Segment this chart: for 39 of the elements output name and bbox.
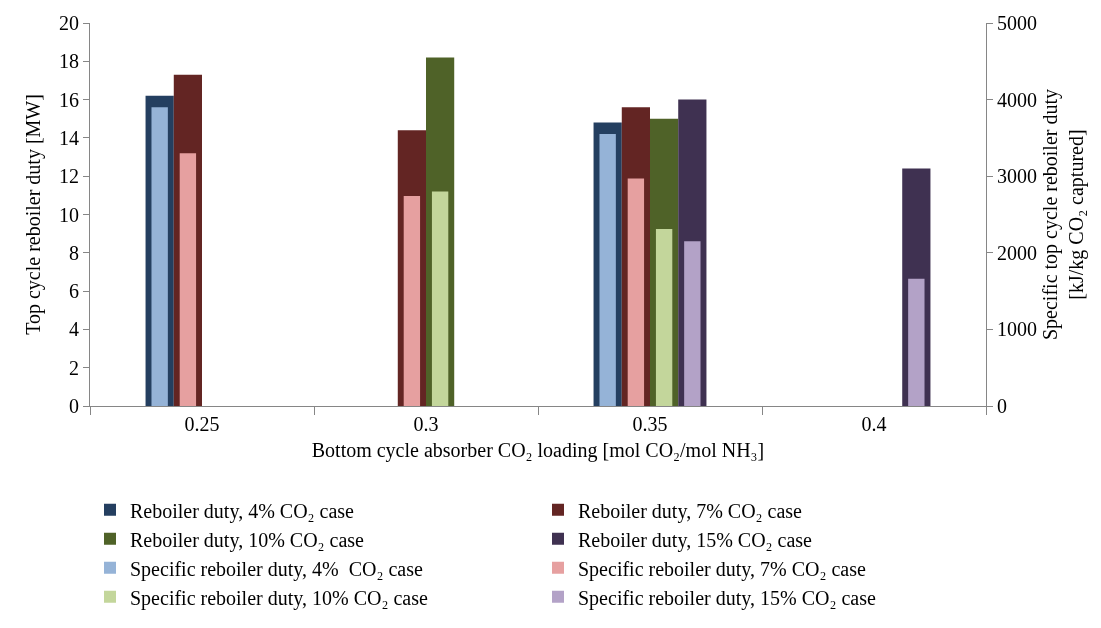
y2-tick-label: 0 (997, 395, 1007, 417)
bar (655, 229, 673, 406)
x-tick-label: 0.35 (632, 413, 668, 435)
y-tick-label: 20 (59, 12, 79, 34)
x-tick-label: 0.4 (861, 413, 887, 435)
legend-label: Specific reboiler duty, 4% CO₂ case (130, 557, 423, 581)
bar (684, 241, 701, 406)
y2-tick-label: 4000 (997, 88, 1037, 111)
legend-label: Reboiler duty, 4% CO₂ case (130, 499, 355, 523)
y-tick-label: 0 (69, 395, 79, 417)
bar (403, 196, 421, 406)
y2-tick-label: 3000 (997, 165, 1037, 188)
y-tick-label: 8 (69, 241, 79, 264)
legend-label: Reboiler duty, 7% CO₂ case (578, 499, 803, 523)
y-tick-label: 18 (59, 50, 79, 73)
y-tick-label: 14 (59, 126, 79, 149)
legend-label: Specific reboiler duty, 15% CO₂ case (578, 586, 876, 610)
bar (627, 178, 645, 406)
y2-tick-label: 1000 (997, 318, 1037, 341)
y-tick-label: 4 (69, 318, 79, 341)
legend-label: Reboiler duty, 10% CO₂ case (130, 528, 365, 552)
y-tick-label: 10 (59, 203, 79, 226)
y2-axis-title: Specific top cycle reboiler duty [kJ/kg CO₂ captured] (1039, 88, 1088, 341)
legend-label: Specific reboiler duty, 7% CO₂ case (578, 557, 866, 581)
y2-tick-label: 2000 (997, 241, 1037, 264)
bar (908, 278, 925, 406)
x-axis-title: Bottom cycle absorber CO₂ loading [mol CO₂/mol NH₃] (311, 438, 765, 462)
bar (179, 153, 197, 406)
x-tick-label: 0.3 (413, 413, 439, 435)
y-tick-label: 12 (59, 165, 79, 188)
legend-label: Specific reboiler duty, 10% CO₂ case (130, 586, 428, 610)
y2-tick-label: 5000 (997, 12, 1037, 34)
y-tick-label: 16 (59, 88, 79, 111)
y-tick-label: 6 (69, 280, 79, 303)
y-tick-label: 2 (69, 356, 79, 379)
legend-label: Reboiler duty, 15% CO₂ case (578, 528, 813, 552)
bar (431, 191, 449, 406)
y-axis-title: Top cycle reboiler duty [MW] (22, 94, 45, 335)
x-tick-label: 0.25 (184, 413, 220, 435)
